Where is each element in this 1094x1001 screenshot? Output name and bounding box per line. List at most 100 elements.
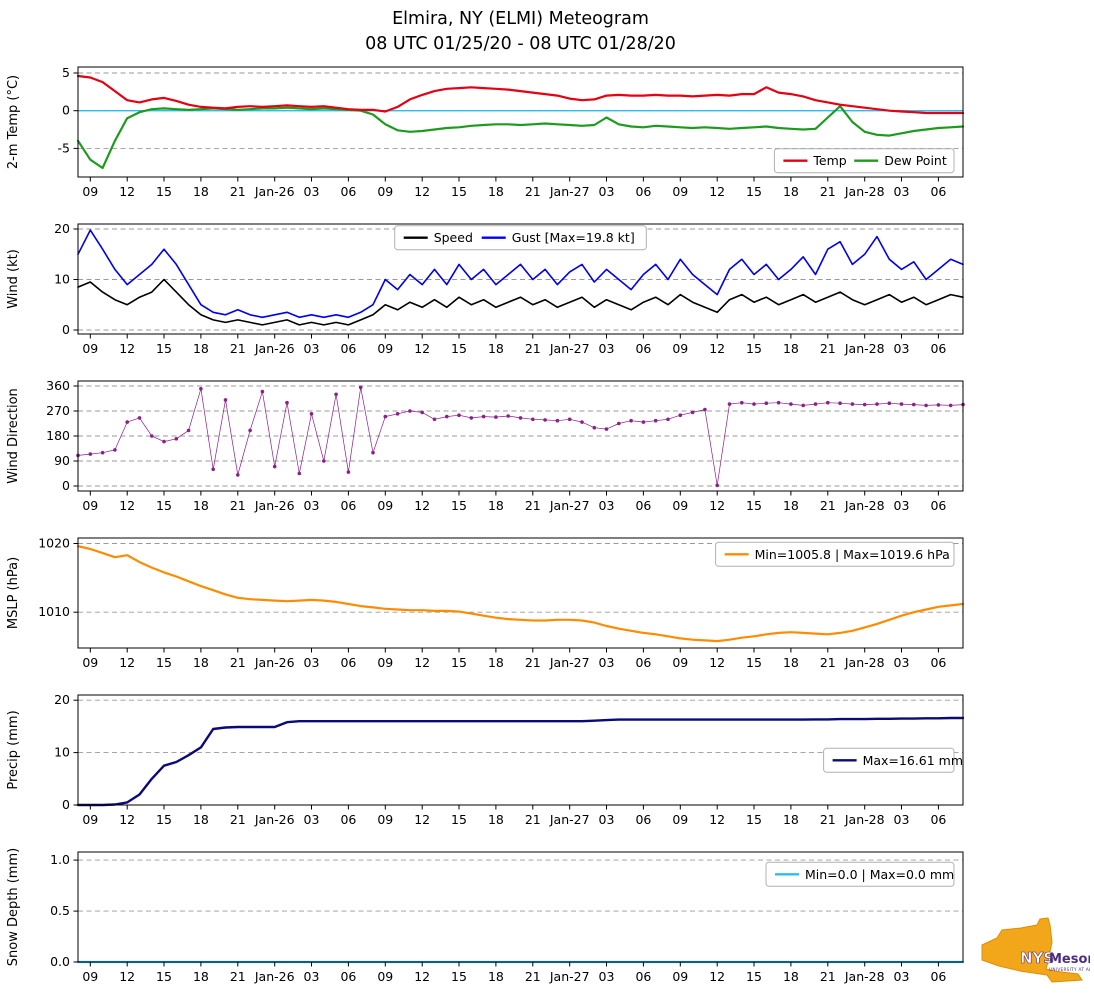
- svg-text:12: 12: [414, 184, 430, 199]
- svg-text:21: 21: [230, 498, 246, 513]
- svg-text:20: 20: [54, 221, 70, 236]
- temperature-panel: 09 12 15 18 21 Jan-26 03 06 09 12 15 18 21 Jan-27 03 06…: [6, 65, 965, 199]
- svg-text:03: 03: [304, 969, 320, 984]
- svg-text:09: 09: [82, 969, 98, 984]
- svg-text:Jan-27: Jan-27: [549, 341, 590, 356]
- svg-text:03: 03: [304, 184, 320, 199]
- svg-text:09: 09: [82, 184, 98, 199]
- svg-text:Wind (kt): Wind (kt): [6, 249, 21, 309]
- svg-text:21: 21: [230, 812, 246, 827]
- svg-text:03: 03: [599, 812, 615, 827]
- svg-text:Jan-28: Jan-28: [844, 341, 885, 356]
- svg-text:12: 12: [709, 655, 725, 670]
- wind-direction-panel: 09 12 15 18 21 Jan-26 03 06 09 12 15 18 21 Jan-27 03 06…: [6, 378, 965, 513]
- svg-text:0: 0: [62, 797, 70, 812]
- precip-panel: 09 12 15 18 21 Jan-26 03 06 09 12 15 18 21 Jan-27 03 06…: [6, 692, 965, 827]
- svg-text:03: 03: [894, 969, 910, 984]
- svg-text:03: 03: [599, 655, 615, 670]
- svg-text:03: 03: [304, 498, 320, 513]
- svg-text:12: 12: [414, 341, 430, 356]
- svg-text:Jan-26: Jan-26: [254, 498, 295, 513]
- svg-text:18: 18: [193, 184, 209, 199]
- svg-text:12: 12: [414, 969, 430, 984]
- svg-text:Max=16.61 mm: Max=16.61 mm: [863, 753, 963, 768]
- svg-text:15: 15: [746, 969, 762, 984]
- svg-text:Wind Direction: Wind Direction: [6, 388, 21, 484]
- logo-mesonet-text: Mesonet: [1049, 952, 1090, 967]
- svg-text:Jan-26: Jan-26: [254, 812, 295, 827]
- svg-text:Jan-27: Jan-27: [549, 812, 590, 827]
- svg-text:12: 12: [414, 812, 430, 827]
- svg-text:06: 06: [340, 184, 356, 199]
- svg-text:12: 12: [414, 655, 430, 670]
- svg-text:18: 18: [193, 341, 209, 356]
- ny-state-shape: [981, 917, 1083, 983]
- svg-text:12: 12: [709, 812, 725, 827]
- svg-text:06: 06: [635, 655, 651, 670]
- svg-text:18: 18: [488, 498, 504, 513]
- svg-text:03: 03: [599, 341, 615, 356]
- svg-text:18: 18: [488, 184, 504, 199]
- svg-text:18: 18: [193, 498, 209, 513]
- svg-text:06: 06: [930, 341, 946, 356]
- svg-text:0: 0: [62, 478, 70, 493]
- svg-text:09: 09: [377, 655, 393, 670]
- svg-text:1.0: 1.0: [50, 852, 70, 867]
- svg-text:15: 15: [156, 498, 172, 513]
- svg-text:21: 21: [525, 655, 541, 670]
- svg-text:15: 15: [156, 184, 172, 199]
- svg-text:Min=0.0 | Max=0.0 mm: Min=0.0 | Max=0.0 mm: [805, 867, 954, 882]
- svg-text:21: 21: [230, 969, 246, 984]
- svg-text:18: 18: [783, 498, 799, 513]
- svg-text:Jan-27: Jan-27: [549, 969, 590, 984]
- mslp-panel: 09 12 15 18 21 Jan-26 03 06 09 12 15 18 21 Jan-27 03 06…: [6, 536, 965, 670]
- svg-text:03: 03: [304, 341, 320, 356]
- svg-text:15: 15: [156, 341, 172, 356]
- svg-text:270: 270: [46, 403, 70, 418]
- svg-text:06: 06: [930, 812, 946, 827]
- panel-stack: 09 12 15 18 21 Jan-26 03 06 09 12 15 18 21 Jan-27 03 06…: [0, 59, 1094, 1001]
- svg-text:15: 15: [451, 812, 467, 827]
- svg-text:21: 21: [820, 812, 836, 827]
- svg-text:5: 5: [62, 65, 70, 80]
- svg-text:Speed: Speed: [434, 230, 473, 245]
- svg-text:Jan-26: Jan-26: [254, 655, 295, 670]
- svg-text:12: 12: [119, 969, 135, 984]
- svg-text:12: 12: [709, 184, 725, 199]
- wind-panel: 09 12 15 18 21 Jan-26 03 06 09 12 15 18 21 Jan-27 03 06…: [6, 221, 964, 356]
- svg-text:Dew Point: Dew Point: [884, 153, 947, 168]
- svg-text:21: 21: [525, 969, 541, 984]
- svg-text:1020: 1020: [38, 536, 70, 551]
- logo-subtitle-text: UNIVERSITY AT ALBANY: [1049, 967, 1090, 972]
- svg-text:Jan-28: Jan-28: [844, 969, 885, 984]
- svg-text:03: 03: [894, 498, 910, 513]
- svg-text:Jan-26: Jan-26: [254, 341, 295, 356]
- svg-text:06: 06: [930, 498, 946, 513]
- svg-text:15: 15: [156, 655, 172, 670]
- title-line1: Elmira, NY (ELMI) Meteogram: [392, 9, 649, 29]
- svg-text:09: 09: [377, 969, 393, 984]
- svg-text:06: 06: [340, 969, 356, 984]
- svg-text:03: 03: [894, 655, 910, 670]
- svg-text:15: 15: [451, 498, 467, 513]
- svg-text:09: 09: [672, 498, 688, 513]
- svg-text:90: 90: [54, 453, 70, 468]
- svg-text:18: 18: [488, 341, 504, 356]
- svg-text:15: 15: [746, 341, 762, 356]
- svg-text:Jan-28: Jan-28: [844, 812, 885, 827]
- svg-text:06: 06: [340, 655, 356, 670]
- svg-text:Temp: Temp: [812, 153, 846, 168]
- svg-text:15: 15: [451, 969, 467, 984]
- svg-text:Min=1005.8 | Max=1019.6 hPa: Min=1005.8 | Max=1019.6 hPa: [755, 547, 950, 562]
- svg-text:06: 06: [635, 498, 651, 513]
- svg-text:Gust [Max=19.8 kt]: Gust [Max=19.8 kt]: [512, 230, 635, 245]
- svg-text:18: 18: [193, 812, 209, 827]
- svg-text:15: 15: [451, 341, 467, 356]
- svg-text:21: 21: [820, 655, 836, 670]
- logo-nys-text: NYS: [1020, 949, 1054, 967]
- svg-text:03: 03: [599, 498, 615, 513]
- svg-text:15: 15: [451, 184, 467, 199]
- svg-text:06: 06: [635, 341, 651, 356]
- svg-text:21: 21: [820, 341, 836, 356]
